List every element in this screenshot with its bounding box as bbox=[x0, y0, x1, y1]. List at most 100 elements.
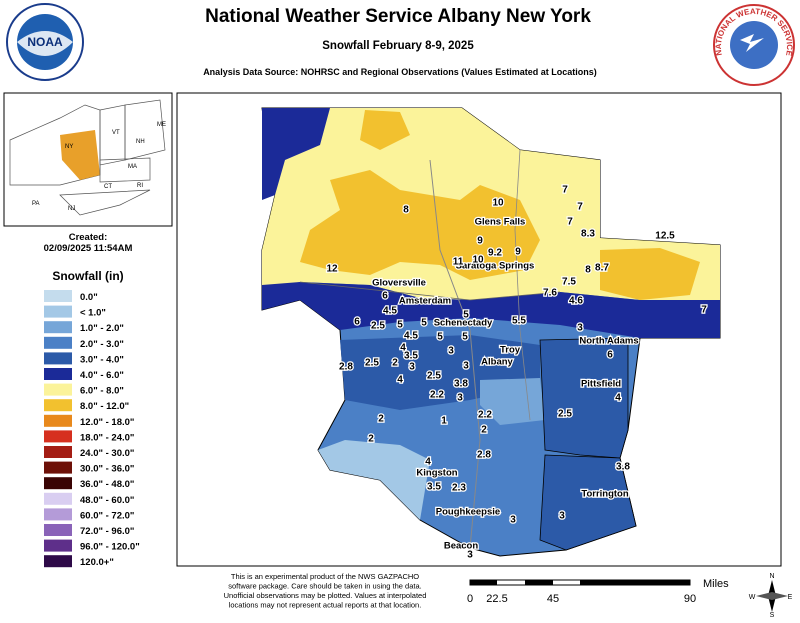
legend-label: 18.0" - 24.0" bbox=[80, 432, 134, 443]
legend-swatch bbox=[44, 555, 72, 568]
city-label: Troy bbox=[500, 345, 521, 356]
snowfall-value: 12 bbox=[326, 264, 338, 275]
legend-swatch bbox=[44, 399, 72, 412]
scale-label: 0 bbox=[467, 593, 473, 605]
legend-label: 24.0" - 30.0" bbox=[80, 448, 134, 459]
snowfall-value: 9.2 bbox=[488, 248, 502, 259]
snowfall-value: 6 bbox=[607, 350, 613, 361]
inset-label: VT bbox=[112, 130, 120, 136]
snowfall-value: 2.5 bbox=[365, 358, 379, 369]
snowfall-value: 3 bbox=[457, 393, 463, 404]
snowfall-value: 2.3 bbox=[452, 483, 466, 494]
snowfall-value: 4.5 bbox=[404, 331, 418, 342]
legend-label: 2.0" - 3.0" bbox=[80, 339, 124, 350]
legend-swatch bbox=[44, 383, 72, 396]
city-label: Glens Falls bbox=[475, 217, 526, 228]
disclaimer-line: This is an experimental product of the N… bbox=[231, 572, 419, 581]
legend-swatch bbox=[44, 508, 72, 521]
city-label: Schenectady bbox=[434, 318, 493, 329]
snowfall-value: 4 bbox=[615, 393, 621, 404]
city-label: Albany bbox=[481, 357, 513, 368]
snowfall-value: 8.3 bbox=[581, 229, 595, 240]
legend-swatch bbox=[44, 477, 72, 490]
snowfall-value: 5 bbox=[462, 332, 468, 343]
inset-label: MA bbox=[128, 164, 137, 170]
legend-swatch bbox=[44, 352, 72, 365]
city-label: Torrington bbox=[581, 489, 629, 500]
compass-letter: S bbox=[770, 612, 775, 618]
snowfall-value: 3.8 bbox=[454, 379, 468, 390]
disclaimer-line: software package. Care should be taken i… bbox=[228, 582, 421, 591]
noaa-logo-text: NOAA bbox=[27, 35, 63, 49]
snowfall-value: 8 bbox=[403, 205, 409, 216]
legend-label: 36.0" - 48.0" bbox=[80, 479, 134, 490]
snowfall-value: 6 bbox=[354, 317, 360, 328]
disclaimer-line: locations may not represent actual repor… bbox=[229, 601, 422, 610]
snowfall-value: 5 bbox=[397, 320, 403, 331]
snowfall-value: 3 bbox=[510, 515, 516, 526]
legend-label: < 1.0" bbox=[80, 308, 106, 319]
snowfall-value: 3 bbox=[463, 361, 469, 372]
snowfall-value: 5.5 bbox=[512, 316, 526, 327]
legend-title: Snowfall (in) bbox=[52, 269, 123, 283]
snowfall-value: 4.6 bbox=[569, 296, 583, 307]
legend-label: 72.0" - 96.0" bbox=[80, 526, 134, 537]
snowfall-value: 6 bbox=[382, 291, 388, 302]
city-label: Beacon bbox=[444, 541, 479, 552]
snowfall-value: 7.5 bbox=[562, 277, 576, 288]
compass-letter: N bbox=[769, 573, 774, 580]
legend-label: 0.0" bbox=[80, 292, 98, 303]
compass-letters: N E S W bbox=[749, 573, 793, 619]
legend-swatch bbox=[44, 539, 72, 552]
inset-map: NY VT NH ME MA CT RI PA NJ bbox=[3, 92, 173, 227]
snowfall-value: 7 bbox=[562, 185, 568, 196]
legend-swatch bbox=[44, 336, 72, 349]
legend-label: 30.0" - 36.0" bbox=[80, 464, 134, 475]
legend-label: 48.0" - 60.0" bbox=[80, 495, 134, 506]
disclaimer-line: Unofficial observations may be plotted. … bbox=[224, 591, 427, 600]
snowfall-value: 3.5 bbox=[404, 351, 418, 362]
inset-label: RI bbox=[137, 183, 143, 189]
snowfall-value: 2 bbox=[368, 434, 374, 445]
noaa-logo: NOAA bbox=[6, 3, 84, 81]
snowfall-value: 7 bbox=[567, 217, 573, 228]
inset-label: NH bbox=[136, 139, 145, 145]
snowfall-value: 4 bbox=[400, 343, 406, 354]
snowfall-value: 2.8 bbox=[477, 450, 491, 461]
scale-label: 90 bbox=[684, 593, 696, 605]
scale-bar bbox=[469, 579, 691, 586]
snowfall-value: 2 bbox=[481, 425, 487, 436]
snowfall-value: 3 bbox=[448, 346, 454, 357]
inset-label: NY bbox=[65, 144, 73, 150]
snowfall-value: 9 bbox=[477, 236, 483, 247]
legend-swatch bbox=[44, 290, 72, 302]
scale-label: 45 bbox=[547, 593, 559, 605]
inset-label: ME bbox=[157, 122, 166, 128]
snowfall-value: 2 bbox=[392, 358, 398, 369]
snowfall-value: 7.6 bbox=[543, 288, 557, 299]
snowfall-value: 3 bbox=[409, 362, 415, 373]
inset-label: CT bbox=[104, 184, 112, 190]
snowfall-value: 2.5 bbox=[371, 321, 385, 332]
subtitle: Snowfall February 8-9, 2025 bbox=[322, 40, 474, 52]
city-label: Kingston bbox=[416, 468, 457, 479]
legend-swatch bbox=[44, 461, 72, 474]
scale-labels: 0 22.5 45 90 Miles bbox=[467, 578, 729, 605]
snowfall-value: 2.2 bbox=[430, 390, 444, 401]
source: Analysis Data Source: NOHRSC and Regiona… bbox=[203, 67, 597, 77]
snowfall-value: 10 bbox=[472, 255, 484, 266]
legend-label: 8.0" - 12.0" bbox=[80, 401, 129, 412]
disclaimer: This is an experimental product of the N… bbox=[224, 572, 427, 610]
inset-label: NJ bbox=[68, 206, 75, 212]
nws-logo: NATIONAL WEATHER SERVICE bbox=[713, 4, 795, 86]
snowfall-value: 4 bbox=[397, 375, 403, 386]
legend-label: 96.0" - 120.0" bbox=[80, 542, 140, 553]
legend-swatch bbox=[44, 446, 72, 458]
snowfall-value: 3.8 bbox=[616, 462, 630, 473]
inset-label: PA bbox=[32, 201, 40, 207]
snowfall-value: 9 bbox=[515, 247, 521, 258]
city-label: North Adams bbox=[579, 336, 638, 347]
scale-label: 22.5 bbox=[486, 593, 507, 605]
